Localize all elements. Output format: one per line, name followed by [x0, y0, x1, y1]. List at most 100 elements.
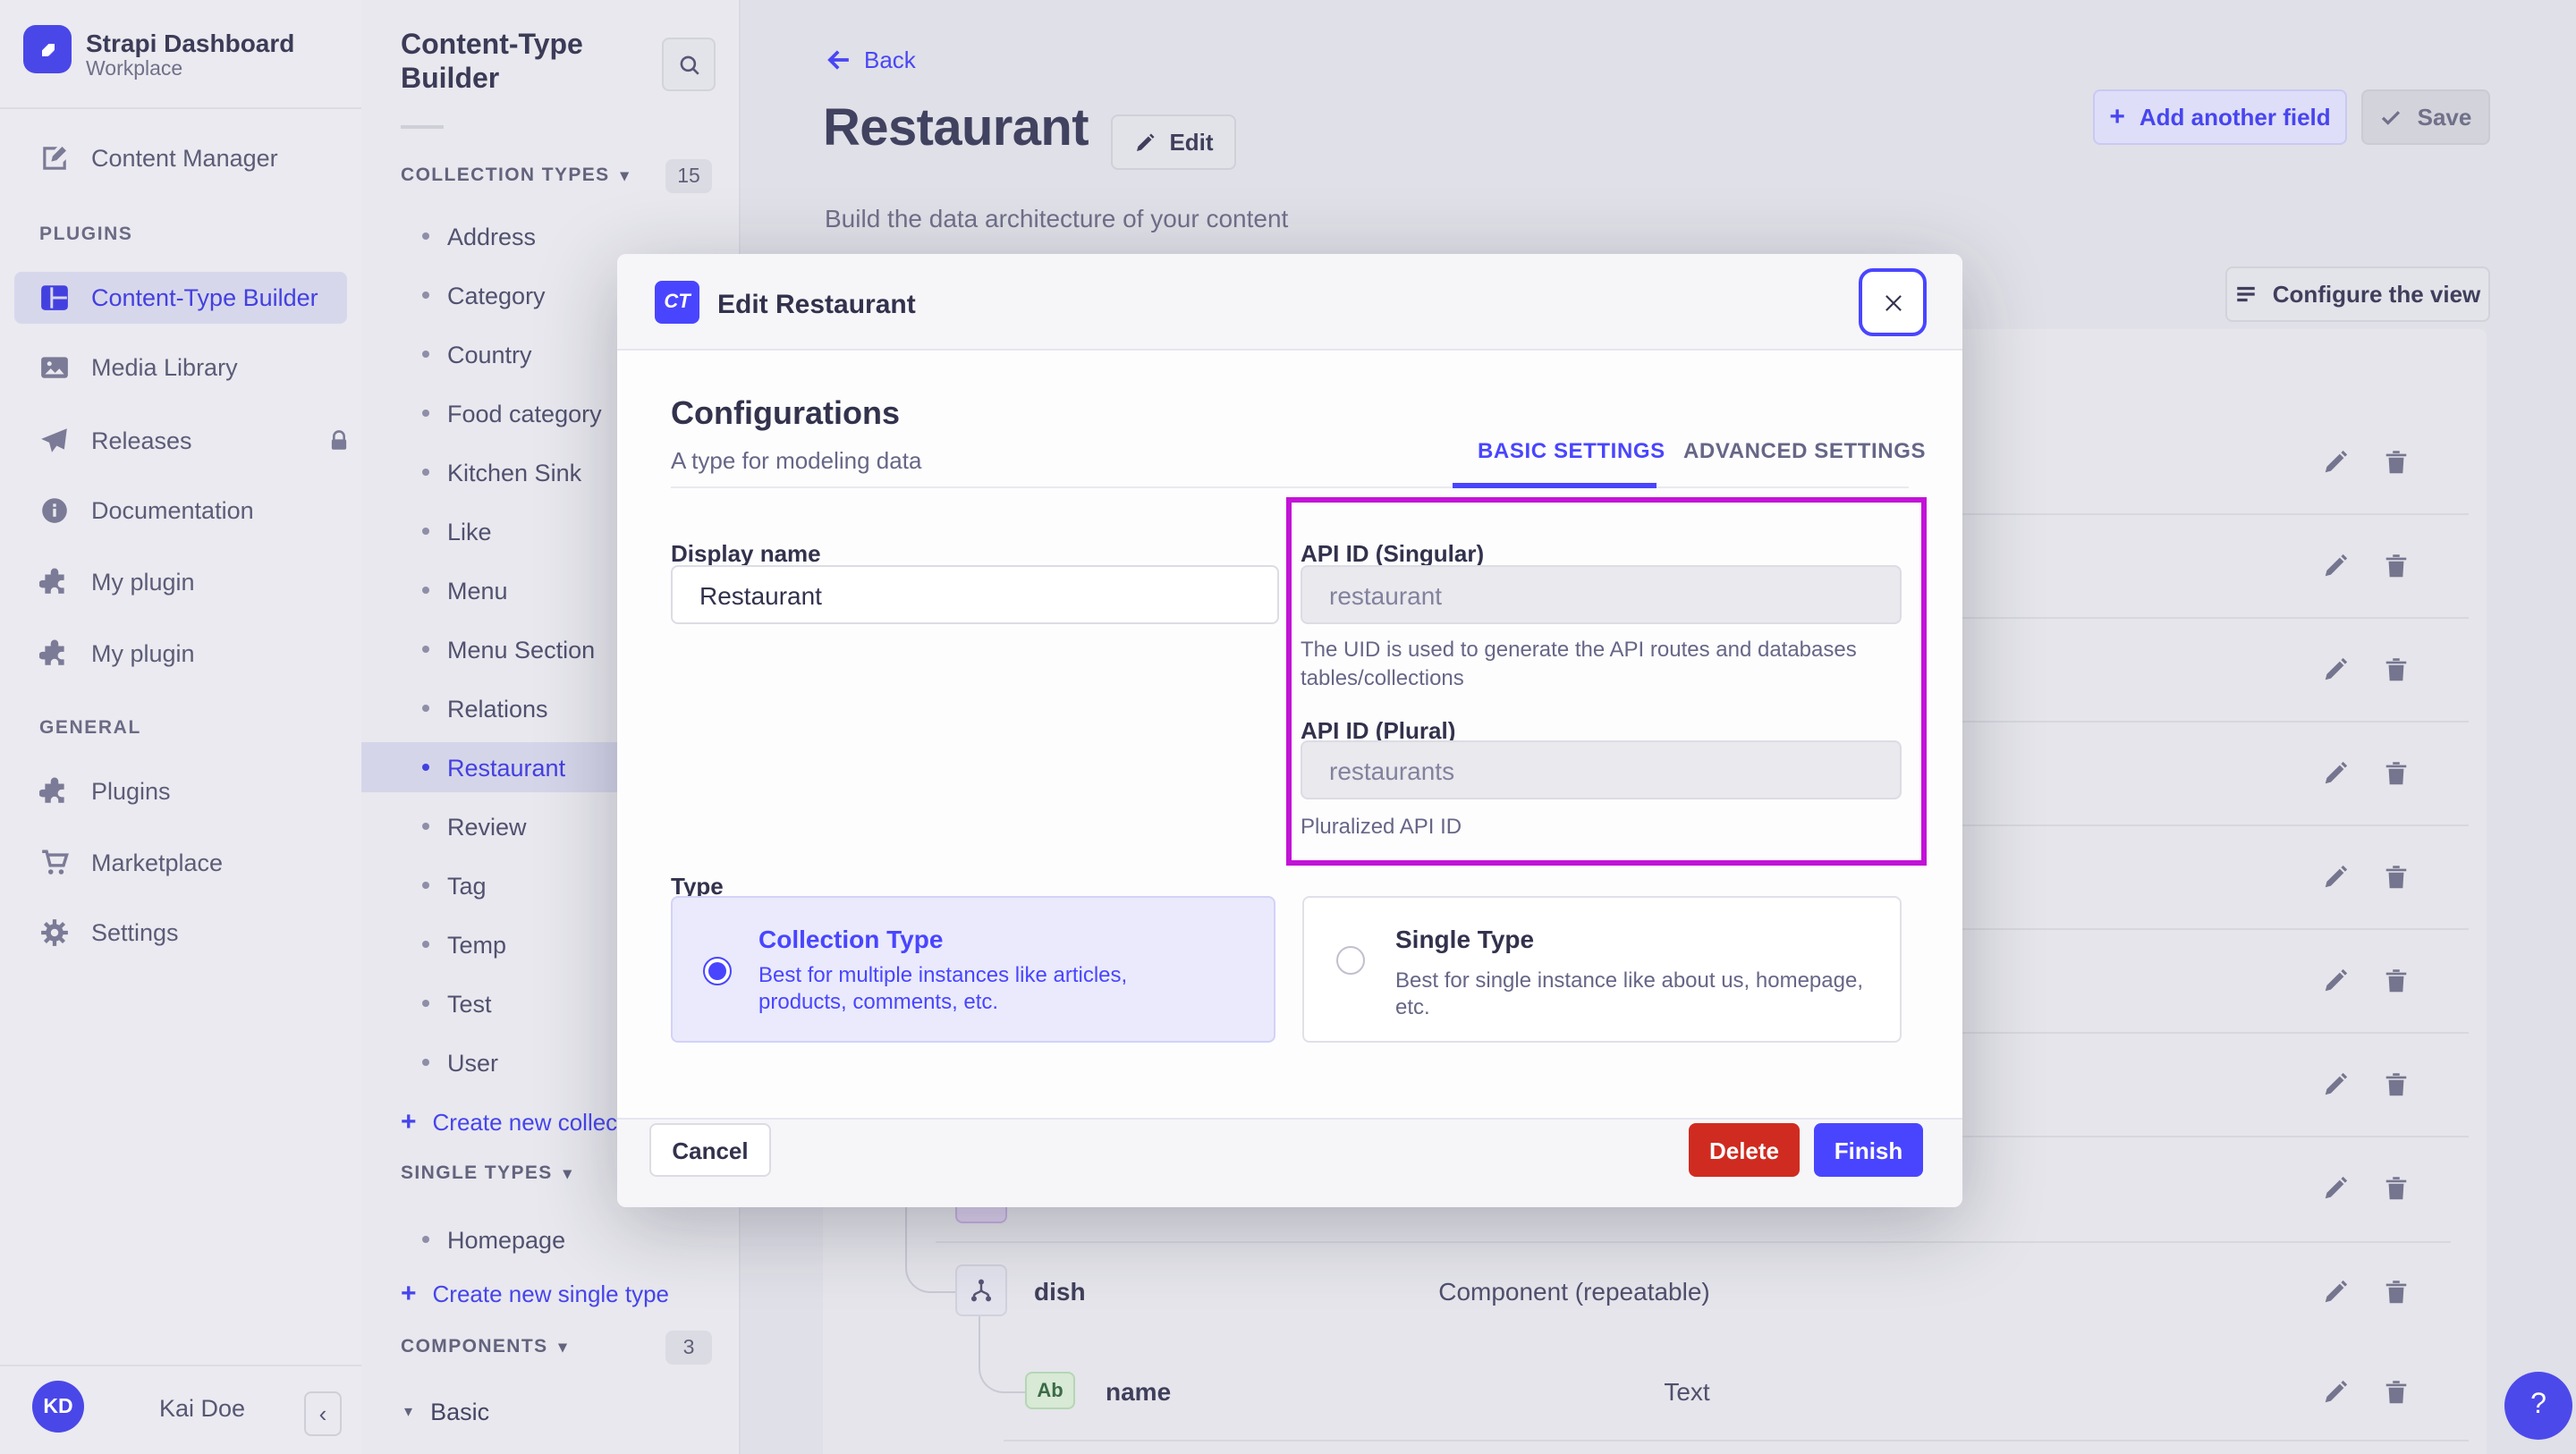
collection-item-category[interactable]: Category	[361, 270, 739, 320]
edit-row-button[interactable]	[2322, 553, 2349, 579]
sidebar-divider	[0, 107, 361, 109]
sidebar-item-my-plugin-1[interactable]: My plugin	[0, 556, 401, 606]
edit-row-button[interactable]	[2322, 656, 2349, 683]
collection-item-label: Review	[447, 813, 527, 840]
delete-row-button[interactable]	[2383, 1279, 2410, 1306]
delete-row-button[interactable]	[2383, 760, 2410, 787]
edit-row-button[interactable]	[2322, 760, 2349, 787]
edit-row-button[interactable]	[2322, 864, 2349, 891]
collection-item-address[interactable]: Address	[361, 211, 739, 261]
components-count-badge: 3	[665, 1331, 712, 1365]
component-field-icon	[955, 1264, 1007, 1316]
close-button[interactable]	[1859, 268, 1927, 336]
single-item-homepage[interactable]: Homepage	[361, 1214, 739, 1264]
tab-advanced-settings[interactable]: ADVANCED SETTINGS	[1683, 438, 1927, 463]
collection-item-relations[interactable]: Relations	[361, 683, 739, 733]
active-tab-underline	[1453, 483, 1657, 488]
sidebar-item-plugins[interactable]: Plugins	[0, 765, 401, 816]
sidebar-item-releases[interactable]: Releases	[0, 415, 401, 465]
radio-selected-icon[interactable]	[703, 957, 732, 985]
collection-item-user[interactable]: User	[361, 1037, 739, 1087]
edit-row-button[interactable]	[2322, 1279, 2349, 1306]
delete-row-button[interactable]	[2383, 656, 2410, 683]
configure-view-label: Configure the view	[2272, 281, 2481, 308]
delete-row-button[interactable]	[2383, 1379, 2410, 1406]
delete-row-button[interactable]	[2383, 553, 2410, 579]
collection-count-badge: 15	[665, 159, 712, 193]
delete-button[interactable]: Delete	[1689, 1123, 1800, 1177]
search-button[interactable]	[662, 38, 716, 91]
api-id-plural-input[interactable]	[1301, 740, 1902, 799]
save-button[interactable]: Save	[2361, 89, 2490, 145]
bullet-icon	[422, 292, 429, 299]
lock-icon	[327, 428, 351, 452]
bullet-icon	[422, 587, 429, 594]
sidebar-item-label: Content-Type Builder	[91, 284, 318, 311]
collection-item-label: Relations	[447, 695, 548, 722]
add-another-field-button[interactable]: + Add another field	[2093, 89, 2347, 145]
plus-icon: +	[401, 1278, 417, 1308]
sidebar-section-general: GENERAL	[39, 717, 141, 739]
sidebar-item-my-plugin-2[interactable]: My plugin	[0, 628, 401, 678]
info-icon	[39, 495, 70, 525]
single-type-card[interactable]: Single Type Best for single instance lik…	[1302, 896, 1902, 1043]
configure-view-button[interactable]: Configure the view	[2225, 266, 2490, 322]
configurations-subtitle: A type for modeling data	[671, 447, 922, 474]
sidebar-item-content-manager[interactable]: Content Manager	[0, 132, 401, 182]
collection-item-menu[interactable]: Menu	[361, 565, 739, 615]
collection-item-tag[interactable]: Tag	[361, 860, 739, 910]
delete-row-button[interactable]	[2383, 968, 2410, 994]
sidebar-item-documentation[interactable]: Documentation	[0, 485, 401, 535]
sidebar-item-media-library[interactable]: Media Library	[0, 342, 401, 392]
help-button[interactable]: ?	[2504, 1372, 2572, 1440]
single-types-header[interactable]: SINGLE TYPES ▾	[401, 1162, 572, 1184]
collection-item-food-category[interactable]: Food category	[361, 388, 739, 438]
sidebar-item-label: Marketplace	[91, 849, 224, 875]
collection-item-review[interactable]: Review	[361, 801, 739, 851]
edit-row-button[interactable]	[2322, 1175, 2349, 1202]
cancel-button[interactable]: Cancel	[649, 1123, 771, 1177]
collection-type-card[interactable]: Collection Type Best for multiple instan…	[671, 896, 1275, 1043]
row-actions	[2322, 553, 2410, 579]
create-single-type-link[interactable]: + Create new single type	[361, 1268, 669, 1318]
collection-item-menu-section[interactable]: Menu Section	[361, 624, 739, 674]
pencil-icon	[1133, 131, 1155, 153]
row-actions	[2322, 760, 2410, 787]
collection-item-kitchen-sink[interactable]: Kitchen Sink	[361, 447, 739, 497]
sidebar-item-marketplace[interactable]: Marketplace	[0, 837, 401, 887]
sidebar-item-label: Releases	[91, 427, 192, 453]
sidebar-item-label: Plugins	[91, 777, 171, 804]
edit-row-button[interactable]	[2322, 449, 2349, 476]
display-name-input[interactable]	[671, 565, 1279, 624]
collection-item-temp[interactable]: Temp	[361, 919, 739, 969]
collapse-sidebar-button[interactable]: ‹	[304, 1391, 342, 1436]
sidebar-item-settings[interactable]: Settings	[0, 907, 401, 957]
tab-basic-settings[interactable]: BASIC SETTINGS	[1478, 438, 1665, 463]
components-header[interactable]: COMPONENTS ▾	[401, 1336, 568, 1357]
display-name-label: Display name	[671, 540, 821, 567]
delete-row-button[interactable]	[2383, 1175, 2410, 1202]
back-link[interactable]: Back	[825, 46, 916, 73]
delete-row-button[interactable]	[2383, 1071, 2410, 1098]
finish-button[interactable]: Finish	[1814, 1123, 1923, 1177]
content-manager-icon	[39, 142, 70, 173]
edit-button[interactable]: Edit	[1111, 114, 1236, 170]
delete-row-button[interactable]	[2383, 864, 2410, 891]
edit-row-button[interactable]	[2322, 1071, 2349, 1098]
bullet-icon	[422, 410, 429, 417]
component-group-basic[interactable]: ▾ Basic	[361, 1386, 782, 1436]
radio-unselected-icon[interactable]	[1336, 946, 1365, 975]
sidebar-item-content-type-builder[interactable]: Content-Type Builder	[14, 272, 347, 324]
avatar[interactable]: KD	[32, 1381, 84, 1433]
collection-item-label: Kitchen Sink	[447, 459, 582, 486]
collection-item-test[interactable]: Test	[361, 978, 739, 1028]
collection-item-country[interactable]: Country	[361, 329, 739, 379]
edit-row-button[interactable]	[2322, 968, 2349, 994]
collection-types-header[interactable]: COLLECTION TYPES ▾	[401, 165, 630, 186]
bullet-icon	[422, 351, 429, 358]
edit-row-button[interactable]	[2322, 1379, 2349, 1406]
delete-row-button[interactable]	[2383, 449, 2410, 476]
collection-item-like[interactable]: Like	[361, 506, 739, 556]
tree-line	[979, 1316, 980, 1341]
api-id-singular-input[interactable]	[1301, 565, 1902, 624]
